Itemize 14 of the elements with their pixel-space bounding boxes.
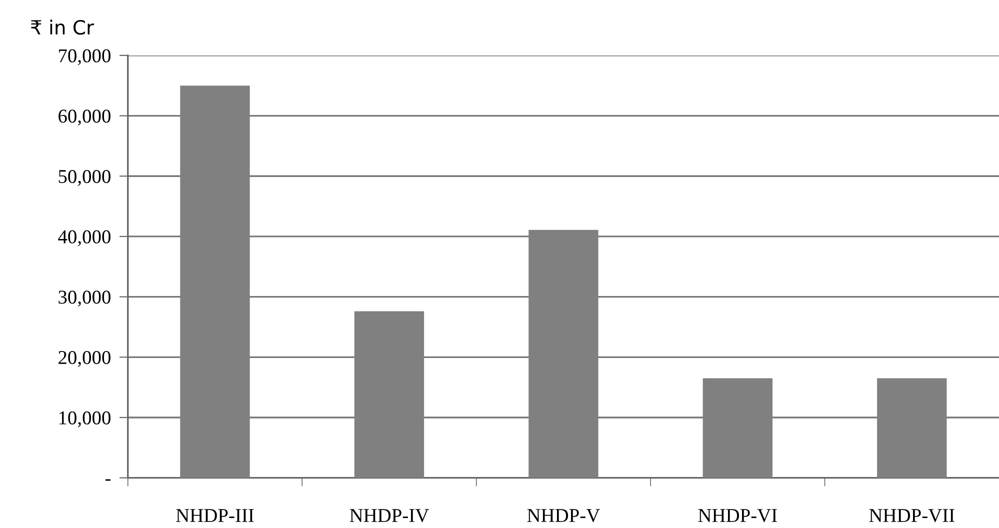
x-tick-label: NHDP-III bbox=[176, 509, 254, 522]
y-axis-title: ₹ in Cr bbox=[30, 20, 94, 35]
y-tick-label: 10,000 bbox=[59, 411, 110, 428]
x-tick-label: NHDP-VI bbox=[698, 509, 777, 522]
y-tick-label: 50,000 bbox=[58, 170, 110, 186]
x-tick-label: NHDP-VII bbox=[869, 509, 954, 522]
y-tick-label: 70,000 bbox=[59, 49, 110, 66]
y-tick-label: 60,000 bbox=[58, 110, 110, 126]
y-tick-label: 30,000 bbox=[58, 290, 110, 307]
x-tick-label: NHDP-IV bbox=[350, 509, 429, 522]
y-tick-label: - bbox=[105, 479, 111, 481]
y-tick-label: 20,000 bbox=[58, 350, 110, 367]
x-tick-label: NHDP-V bbox=[527, 509, 600, 522]
y-tick-label: 40,000 bbox=[58, 230, 110, 246]
